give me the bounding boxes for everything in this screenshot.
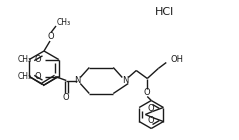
Text: OH: OH [170, 55, 183, 64]
Text: O: O [63, 93, 70, 102]
Text: HCl: HCl [155, 7, 175, 17]
Text: CH₃: CH₃ [18, 72, 32, 81]
Text: O: O [147, 104, 154, 113]
Text: CH₃: CH₃ [18, 55, 32, 64]
Text: O: O [34, 72, 41, 81]
Text: CH₃: CH₃ [57, 18, 71, 26]
Text: O: O [34, 55, 41, 64]
Text: O: O [48, 32, 54, 40]
Text: N: N [74, 76, 81, 85]
Text: O: O [144, 88, 151, 97]
Text: N: N [122, 76, 129, 85]
Text: O: O [147, 116, 154, 125]
